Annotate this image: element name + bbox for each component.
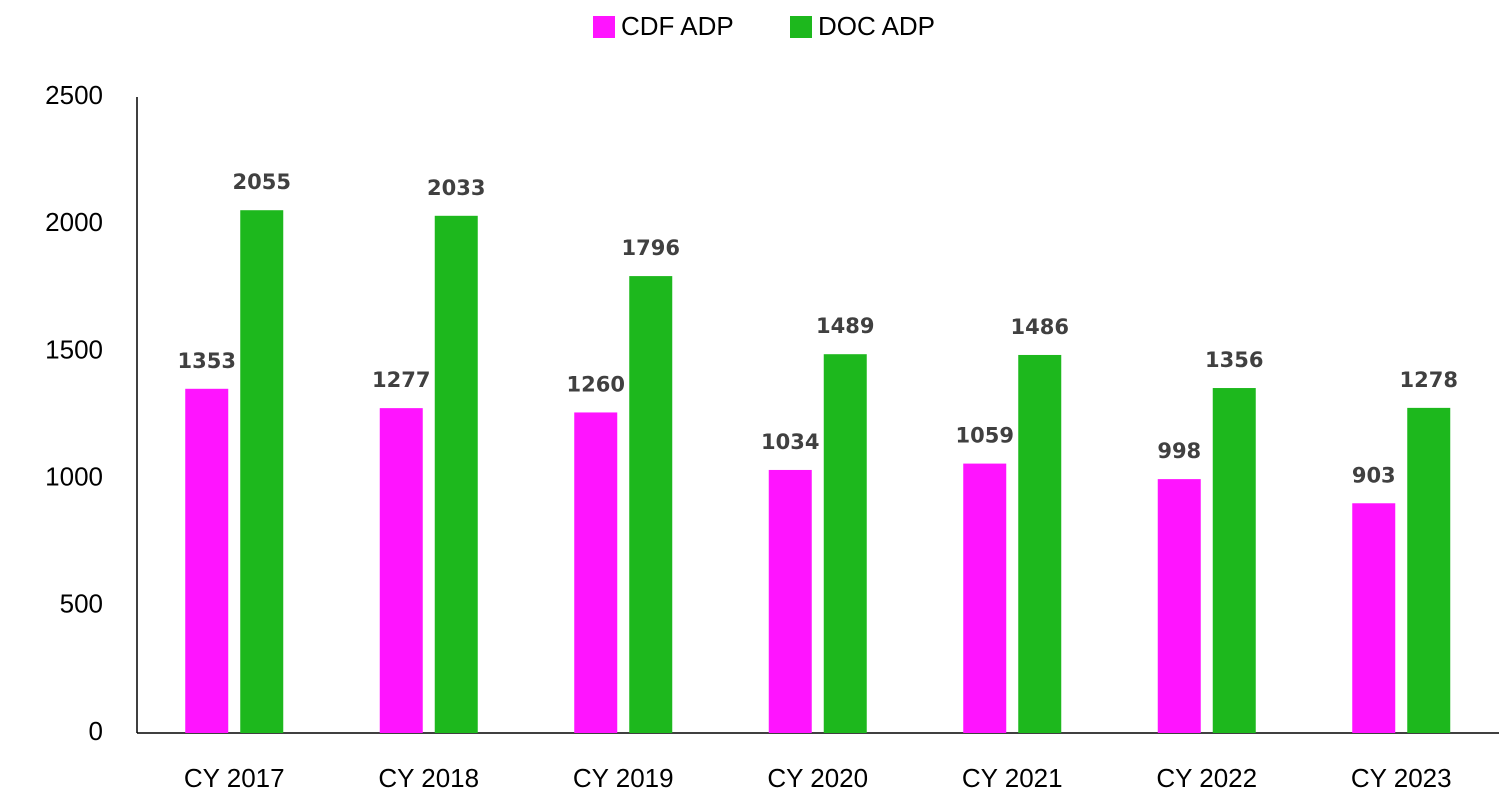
bar bbox=[379, 408, 423, 733]
data-label: 1356 bbox=[1205, 348, 1263, 372]
y-tick-label: 0 bbox=[89, 716, 103, 746]
data-label: 2055 bbox=[233, 170, 291, 194]
x-tick-label: CY 2019 bbox=[573, 763, 674, 793]
legend-label: DOC ADP bbox=[818, 11, 935, 41]
bar bbox=[1018, 354, 1062, 733]
y-tick-label: 1500 bbox=[45, 334, 103, 364]
data-label: 2033 bbox=[427, 176, 485, 200]
legend-swatch bbox=[593, 16, 615, 38]
data-label: 1260 bbox=[567, 372, 625, 396]
bar bbox=[1212, 388, 1256, 733]
data-label: 1277 bbox=[372, 368, 430, 392]
data-label: 1278 bbox=[1400, 368, 1458, 392]
legend-swatch bbox=[790, 16, 812, 38]
y-tick-label: 1000 bbox=[45, 461, 103, 491]
bar bbox=[240, 210, 284, 733]
bar bbox=[629, 276, 673, 733]
x-tick-label: CY 2018 bbox=[378, 763, 479, 793]
y-tick-label: 2500 bbox=[45, 80, 103, 110]
y-tick-label: 2000 bbox=[45, 207, 103, 237]
bar bbox=[574, 412, 618, 733]
bar bbox=[434, 215, 478, 733]
data-label: 1489 bbox=[816, 314, 874, 338]
data-label: 998 bbox=[1157, 439, 1201, 463]
bar bbox=[963, 463, 1007, 733]
bar bbox=[823, 354, 867, 733]
x-tick-label: CY 2023 bbox=[1351, 763, 1452, 793]
bar bbox=[1352, 503, 1396, 733]
data-label: 903 bbox=[1352, 463, 1396, 487]
x-tick-label: CY 2021 bbox=[962, 763, 1063, 793]
data-label: 1796 bbox=[622, 236, 680, 260]
x-tick-label: CY 2017 bbox=[184, 763, 285, 793]
data-label: 1486 bbox=[1011, 315, 1069, 339]
x-tick-label: CY 2022 bbox=[1156, 763, 1257, 793]
bar bbox=[1407, 407, 1451, 733]
x-tick-label: CY 2020 bbox=[767, 763, 868, 793]
bar bbox=[768, 469, 812, 733]
data-label: 1059 bbox=[956, 424, 1014, 448]
bar bbox=[1157, 479, 1201, 733]
bar bbox=[185, 388, 229, 733]
data-label: 1034 bbox=[761, 430, 819, 454]
y-tick-label: 500 bbox=[60, 589, 103, 619]
legend-label: CDF ADP bbox=[621, 11, 734, 41]
data-label: 1353 bbox=[178, 349, 236, 373]
